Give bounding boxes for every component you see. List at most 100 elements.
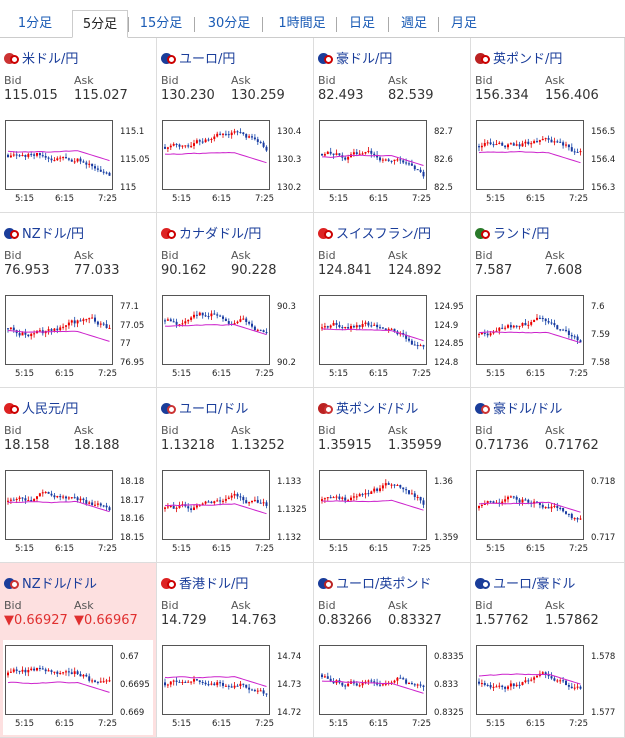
candlestick-series	[478, 495, 582, 523]
rate-card[interactable]: NZドル/円 Bid Ask 76.953 77.033 77.1 77.05 77…	[0, 213, 157, 388]
y-tick-label: 115.1	[120, 127, 145, 137]
x-tick-label: 7:25	[569, 719, 589, 729]
mini-chart[interactable]: 156.5 156.4 156.3 5:15 6:15 7:25	[474, 115, 624, 210]
rate-card[interactable]: 人民元/円 Bid Ask 18.158 18.188 18.18 18.17 18…	[0, 388, 157, 563]
pair-name[interactable]: ユーロ/豪ドル	[475, 573, 575, 592]
pair-name[interactable]: 人民元/円	[4, 398, 78, 417]
tab-0[interactable]: 1分足	[17, 16, 53, 31]
pair-name[interactable]: NZドル/ドル	[4, 573, 97, 592]
rate-card[interactable]: NZドル/ドル Bid Ask ▼0.66927 ▼0.66967 0.67 0.…	[0, 563, 157, 738]
mini-chart[interactable]: 82.7 82.6 82.5 5:15 6:15 7:25	[317, 115, 467, 210]
candle-body	[195, 679, 198, 681]
pair-name[interactable]: 香港ドル/円	[161, 573, 248, 592]
candle-body	[21, 332, 24, 336]
pair-name[interactable]: 英ポンド/円	[475, 48, 562, 67]
rate-card[interactable]: ユーロ/円 Bid Ask 130.230 130.259 130.4 130.3…	[157, 38, 314, 213]
candle-body	[207, 316, 210, 318]
tab-1[interactable]: 5分足	[72, 10, 128, 38]
candle-body	[245, 134, 248, 138]
pair-name[interactable]: 豪ドル/ドル	[475, 398, 563, 417]
candle-body	[166, 506, 169, 508]
candle-body	[219, 500, 222, 502]
mini-chart[interactable]: 124.95 124.9 124.85 124.8 5:15 6:15 7:25	[317, 290, 467, 385]
candle-body	[567, 513, 570, 515]
candle-body	[47, 157, 50, 159]
candle-body	[486, 684, 489, 686]
candle-body	[265, 693, 268, 695]
tab-5[interactable]: 日足	[348, 16, 375, 31]
bid-label: Bid	[4, 249, 22, 262]
mini-chart[interactable]: 1.578 1.577 5:15 6:15 7:25	[474, 640, 624, 735]
mini-chart[interactable]: 115.1 115.05 115 5:15 6:15 7:25	[3, 115, 153, 210]
pair-name[interactable]: ユーロ/ドル	[161, 398, 248, 417]
mini-chart[interactable]: 7.6 7.59 7.58 5:15 6:15 7:25	[474, 290, 624, 385]
x-tick-label: 5:15	[486, 544, 506, 554]
candle-body	[15, 154, 18, 156]
tab-4[interactable]: 1時間足	[278, 16, 326, 31]
mini-chart[interactable]: 77.1 77.05 77 76.95 5:15 6:15 7:25	[3, 290, 153, 385]
rate-card[interactable]: スイスフラン/円 Bid Ask 124.841 124.892 124.95 1…	[314, 213, 471, 388]
pair-name[interactable]: ユーロ/英ポンド	[318, 573, 431, 592]
candle-body	[102, 171, 105, 173]
rate-card[interactable]: 豪ドル/円 Bid Ask 82.493 82.539 82.7 82.6 82.5…	[314, 38, 471, 213]
candle-body	[361, 153, 364, 155]
pair-name[interactable]: ユーロ/円	[161, 48, 235, 67]
candle-body	[175, 143, 178, 145]
mini-chart[interactable]: 1.133 1.1325 1.132 5:15 6:15 7:25	[160, 465, 310, 560]
rate-card[interactable]: 豪ドル/ドル Bid Ask 0.71736 0.71762 0.718 0.71…	[471, 388, 625, 563]
candle-body	[27, 334, 30, 337]
candle-body	[352, 496, 355, 498]
candle-body	[562, 142, 565, 146]
bid-value: 156.334	[475, 88, 529, 103]
candle-body	[222, 316, 224, 319]
pair-name[interactable]: 英ポンド/ドル	[318, 398, 418, 417]
candle-body	[178, 504, 181, 508]
x-tick-label: 6:15	[526, 719, 546, 729]
rate-card[interactable]: 米ドル/円 Bid Ask 115.015 115.027 115.1 115.0…	[0, 38, 157, 213]
tab-7[interactable]: 月足	[450, 16, 477, 31]
rate-card[interactable]: カナダドル/円 Bid Ask 90.162 90.228 90.3 90.2 5:…	[157, 213, 314, 388]
mini-chart[interactable]: 14.74 14.73 14.72 5:15 6:15 7:25	[160, 640, 310, 735]
candle-body	[387, 159, 390, 161]
pair-name-text: 豪ドル/ドル	[493, 402, 563, 417]
rate-card[interactable]: ランド/円 Bid Ask 7.587 7.608 7.6 7.59 7.58 5:1…	[471, 213, 625, 388]
candle-body	[393, 484, 396, 486]
pair-name[interactable]: 米ドル/円	[4, 48, 78, 67]
mini-chart[interactable]: 18.18 18.17 18.16 18.15 5:15 6:15 7:25	[3, 465, 153, 560]
candle-body	[30, 500, 33, 502]
pair-name[interactable]: カナダドル/円	[161, 223, 261, 242]
rate-card[interactable]: ユーロ/英ポンド Bid Ask 0.83266 0.83327 0.8335 0…	[314, 563, 471, 738]
candle-body	[184, 145, 187, 147]
candle-body	[373, 681, 376, 683]
pair-name[interactable]: NZドル/円	[4, 223, 84, 242]
mini-chart[interactable]: 0.67 0.6695 0.669 5:15 6:15 7:25	[3, 640, 153, 735]
pair-name[interactable]: 豪ドル/円	[318, 48, 392, 67]
candle-body	[190, 145, 193, 147]
candle-body	[507, 144, 509, 148]
rate-card[interactable]: 香港ドル/円 Bid Ask 14.729 14.763 14.74 14.73 1…	[157, 563, 314, 738]
candle-body	[195, 314, 198, 316]
mini-chart[interactable]: 1.36 1.359 5:15 6:15 7:25	[317, 465, 467, 560]
y-tick-label: 0.717	[591, 533, 616, 543]
rate-card[interactable]: 英ポンド/ドル Bid Ask 1.35915 1.35959 1.36 1.35…	[314, 388, 471, 563]
pair-name[interactable]: スイスフラン/円	[318, 223, 431, 242]
mini-chart[interactable]: 0.8335 0.833 0.8325 5:15 6:15 7:25	[317, 640, 467, 735]
tab-3[interactable]: 30分足	[207, 16, 251, 31]
tab-2[interactable]: 15分足	[139, 16, 183, 31]
candlestick-series	[321, 320, 425, 350]
bid-value: 18.158	[4, 438, 50, 453]
mini-chart[interactable]: 130.4 130.3 130.2 5:15 6:15 7:25	[160, 115, 310, 210]
tab-6[interactable]: 週足	[400, 16, 427, 31]
pair-name[interactable]: ランド/円	[475, 223, 549, 242]
candle-body	[233, 323, 236, 325]
candle-body	[204, 682, 207, 685]
candle-body	[256, 690, 259, 692]
mini-chart[interactable]: 90.3 90.2 5:15 6:15 7:25	[160, 290, 310, 385]
rate-card[interactable]: ユーロ/ドル Bid Ask 1.13218 1.13252 1.133 1.13…	[157, 388, 314, 563]
candle-body	[565, 511, 567, 514]
rate-card[interactable]: 英ポンド/円 Bid Ask 156.334 156.406 156.5 156.…	[471, 38, 625, 213]
mini-chart[interactable]: 0.718 0.717 5:15 6:15 7:25	[474, 465, 624, 560]
rate-card[interactable]: ユーロ/豪ドル Bid Ask 1.57762 1.57862 1.578 1.5…	[471, 563, 625, 738]
candle-body	[559, 507, 562, 509]
candle-body	[91, 680, 94, 682]
